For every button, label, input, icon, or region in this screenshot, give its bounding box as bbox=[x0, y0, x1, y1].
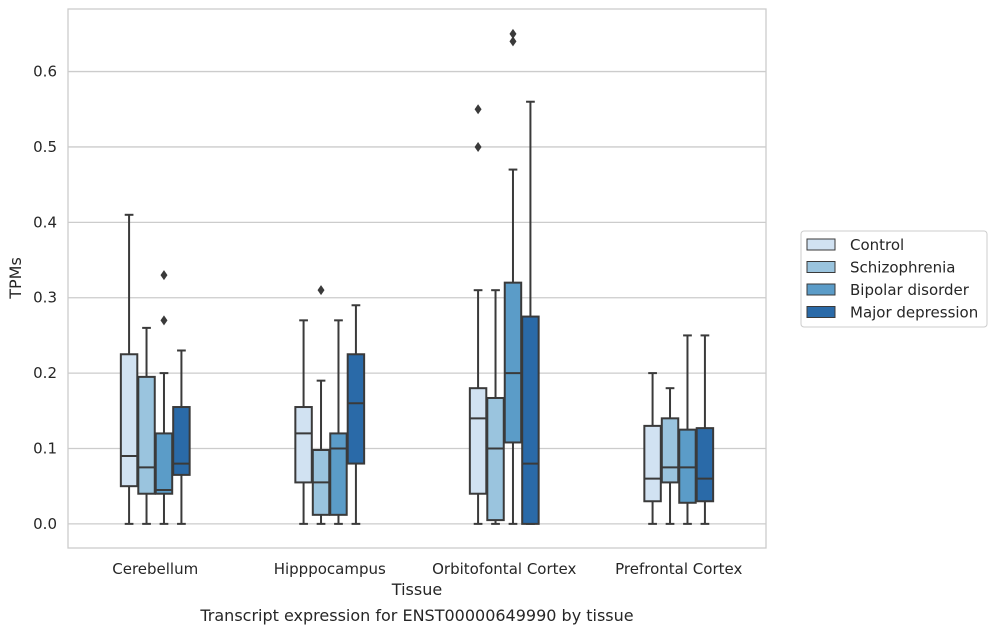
legend: Control Schizophrenia Bipolar disorder Majo… bbox=[800, 230, 988, 328]
y-tick-label: 0.4 bbox=[33, 213, 57, 231]
plot-area-frame bbox=[67, 8, 767, 549]
box bbox=[695, 427, 715, 503]
box bbox=[329, 432, 348, 516]
outlier-point bbox=[317, 285, 325, 296]
box-series bbox=[119, 28, 715, 525]
box bbox=[154, 432, 174, 495]
box bbox=[346, 353, 366, 465]
x-tick-label: Orbitofontal Cortex bbox=[432, 560, 576, 578]
y-tick-label: 0.2 bbox=[33, 364, 57, 382]
outlier-point bbox=[474, 141, 482, 152]
box bbox=[294, 406, 313, 484]
outlier-point bbox=[509, 36, 517, 47]
outlier-point bbox=[160, 270, 168, 281]
box bbox=[521, 315, 540, 525]
x-tick-label: Prefrontal Cortex bbox=[615, 560, 742, 578]
x-tick-label: Hipppocampus bbox=[274, 560, 386, 578]
chart-caption: Transcript expression for ENST0000064999… bbox=[200, 606, 634, 625]
x-axis-label: Tissue bbox=[391, 580, 442, 599]
legend-label: Schizophrenia bbox=[850, 259, 955, 277]
legend-swatch bbox=[806, 306, 836, 318]
outlier-point bbox=[509, 28, 517, 39]
legend-swatch bbox=[806, 261, 836, 273]
y-axis-label: TPMs bbox=[6, 257, 25, 300]
y-tick-label: 0.6 bbox=[33, 63, 57, 81]
box bbox=[137, 375, 156, 495]
box bbox=[643, 424, 662, 503]
box bbox=[660, 417, 680, 484]
box bbox=[678, 428, 697, 504]
legend-label: Major depression bbox=[850, 304, 978, 322]
legend-frame bbox=[800, 230, 988, 328]
y-tick-label: 0.1 bbox=[33, 439, 57, 457]
box bbox=[503, 281, 523, 444]
y-tick-label: 0.5 bbox=[33, 138, 57, 156]
legend-label: Control bbox=[850, 236, 904, 254]
legend-label: Bipolar disorder bbox=[850, 281, 970, 299]
box bbox=[468, 387, 488, 495]
y-axis-ticks: 0.0 0.1 0.2 0.3 0.4 0.5 0.6 bbox=[33, 63, 57, 533]
y-tick-label: 0.3 bbox=[33, 289, 57, 307]
x-tick-label: Cerebellum bbox=[112, 560, 198, 578]
outlier-point bbox=[474, 104, 482, 115]
legend-swatch bbox=[806, 238, 836, 251]
box bbox=[486, 396, 505, 522]
outlier-point bbox=[160, 315, 168, 326]
box bbox=[119, 353, 139, 488]
y-tick-label: 0.0 bbox=[33, 515, 57, 533]
box bbox=[172, 406, 191, 476]
x-axis-ticks: Cerebellum Hipppocampus Orbitofontal Corte… bbox=[112, 560, 742, 578]
legend-swatch bbox=[806, 283, 836, 296]
